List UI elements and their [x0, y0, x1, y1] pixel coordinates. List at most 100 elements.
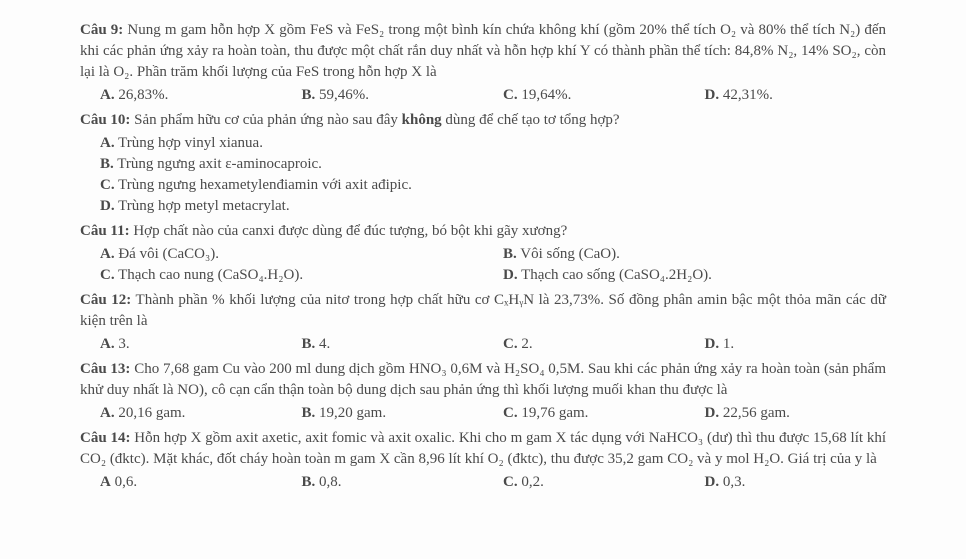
question-14-label: Câu 14: — [80, 430, 130, 446]
option-prefix-c: C. — [100, 267, 115, 283]
opt-c-text: Thạch cao nung (CaSO₄.H₂O). — [118, 267, 303, 283]
option-prefix-b: B. — [302, 474, 316, 490]
option-prefix-a: A. — [100, 336, 115, 352]
option-prefix-d: D. — [503, 267, 518, 283]
opt-a-text: Trùng hợp vinyl xianua. — [118, 135, 263, 151]
opt-d-text: 42,31%. — [723, 87, 773, 103]
opt-d-text: 22,56 gam. — [723, 405, 790, 421]
option-prefix-c: C. — [503, 336, 518, 352]
question-14-options: A 0,6. B. 0,8. C. 0,2. D. 0,3. — [80, 472, 886, 493]
question-10-text: Câu 10: Sản phẩm hữu cơ của phản ứng nào… — [80, 110, 886, 131]
question-14-body: Hỗn hợp X gồm axit axetic, axit fomic và… — [80, 430, 886, 467]
option-prefix-d: D. — [705, 336, 720, 352]
option-prefix-c: C. — [100, 177, 115, 193]
question-12-label: Câu 12: — [80, 292, 131, 308]
question-14-text: Câu 14: Hỗn hợp X gồm axit axetic, axit … — [80, 428, 886, 470]
opt-a-text: 0,6. — [115, 474, 138, 490]
question-10-option-c: C. Trùng ngưng hexametylenđiamin với axi… — [80, 175, 886, 196]
question-11-body: Hợp chất nào của canxi được dùng để đúc … — [133, 223, 567, 239]
question-9-option-b: B. 59,46%. — [282, 85, 484, 106]
opt-b-text: Trùng ngưng axit ε-aminocaproic. — [117, 156, 322, 172]
option-prefix-a: A. — [100, 405, 115, 421]
question-9-option-a: A. 26,83%. — [80, 85, 282, 106]
question-14-option-c: C. 0,2. — [483, 472, 685, 493]
question-9-label: Câu 9: — [80, 22, 123, 38]
option-prefix-d: D. — [705, 474, 720, 490]
option-prefix-d: D. — [705, 87, 720, 103]
question-10-body: Sản phẩm hữu cơ của phản ứng nào sau đây… — [134, 112, 619, 128]
opt-b-text: 0,8. — [319, 474, 342, 490]
opt-a-text: 20,16 gam. — [118, 405, 185, 421]
question-13-options: A. 20,16 gam. B. 19,20 gam. C. 19,76 gam… — [80, 403, 886, 424]
option-prefix-a: A. — [100, 87, 115, 103]
opt-a-text: Đá vôi (CaCO₃). — [118, 246, 219, 262]
question-10: Câu 10: Sản phẩm hữu cơ của phản ứng nào… — [80, 110, 886, 217]
question-12-option-d: D. 1. — [685, 334, 887, 355]
question-13: Câu 13: Cho 7,68 gam Cu vào 200 ml dung … — [80, 359, 886, 424]
question-10-option-b: B. Trùng ngưng axit ε-aminocaproic. — [80, 154, 886, 175]
option-prefix-b: B. — [302, 87, 316, 103]
question-12-option-b: B. 4. — [282, 334, 484, 355]
question-9-options: A. 26,83%. B. 59,46%. C. 19,64%. D. 42,3… — [80, 85, 886, 106]
question-11-option-a: A. Đá vôi (CaCO₃). — [80, 244, 483, 265]
opt-d-text: 0,3. — [723, 474, 746, 490]
question-11-option-d: D. Thạch cao sống (CaSO₄.2H₂O). — [483, 265, 886, 286]
question-14-option-d: D. 0,3. — [685, 472, 887, 493]
option-prefix-c: C. — [503, 474, 518, 490]
option-prefix-d: D. — [705, 405, 720, 421]
question-13-label: Câu 13: — [80, 361, 130, 377]
question-13-option-b: B. 19,20 gam. — [282, 403, 484, 424]
option-prefix-b: B. — [100, 156, 114, 172]
option-prefix-c: C. — [503, 405, 518, 421]
question-12-options: A. 3. B. 4. C. 2. D. 1. — [80, 334, 886, 355]
opt-c-text: 19,64%. — [521, 87, 571, 103]
question-10-option-d: D. Trùng hợp metyl metacrylat. — [80, 196, 886, 217]
opt-c-text: 19,76 gam. — [521, 405, 588, 421]
question-11-option-c: C. Thạch cao nung (CaSO₄.H₂O). — [80, 265, 483, 286]
opt-b-text: Vôi sống (CaO). — [520, 246, 620, 262]
opt-c-text: 0,2. — [521, 474, 544, 490]
question-12-body: Thành phần % khối lượng của nitơ trong h… — [80, 292, 886, 329]
question-9-option-d: D. 42,31%. — [685, 85, 887, 106]
opt-b-text: 4. — [319, 336, 330, 352]
opt-c-text: 2. — [521, 336, 532, 352]
option-prefix-b: B. — [302, 336, 316, 352]
question-13-option-a: A. 20,16 gam. — [80, 403, 282, 424]
opt-c-text: Trùng ngưng hexametylenđiamin với axit a… — [118, 177, 412, 193]
opt-a-text: 3. — [118, 336, 129, 352]
question-11-text: Câu 11: Hợp chất nào của canxi được dùng… — [80, 221, 886, 242]
question-11-option-b: B. Vôi sống (CaO). — [483, 244, 886, 265]
opt-d-text: Thạch cao sống (CaSO₄.2H₂O). — [521, 267, 712, 283]
question-12: Câu 12: Thành phần % khối lượng của nitơ… — [80, 290, 886, 355]
opt-b-text: 59,46%. — [319, 87, 369, 103]
option-prefix-a: A. — [100, 135, 115, 151]
question-14: Câu 14: Hỗn hợp X gồm axit axetic, axit … — [80, 428, 886, 493]
question-12-option-c: C. 2. — [483, 334, 685, 355]
question-9: Câu 9: Nung m gam hỗn hợp X gồm FeS và F… — [80, 20, 886, 106]
question-10-options: A. Trùng hợp vinyl xianua. B. Trùng ngưn… — [80, 133, 886, 217]
question-14-option-b: B. 0,8. — [282, 472, 484, 493]
question-11: Câu 11: Hợp chất nào của canxi được dùng… — [80, 221, 886, 286]
question-11-options: A. Đá vôi (CaCO₃). B. Vôi sống (CaO). C.… — [80, 244, 886, 286]
question-9-option-c: C. 19,64%. — [483, 85, 685, 106]
option-prefix-a: A. — [100, 246, 115, 262]
question-14-option-a: A 0,6. — [80, 472, 282, 493]
opt-b-text: 19,20 gam. — [319, 405, 386, 421]
opt-d-text: 1. — [723, 336, 734, 352]
opt-d-text: Trùng hợp metyl metacrylat. — [118, 198, 290, 214]
question-9-text: Câu 9: Nung m gam hỗn hợp X gồm FeS và F… — [80, 20, 886, 83]
question-12-text: Câu 12: Thành phần % khối lượng của nitơ… — [80, 290, 886, 332]
option-prefix-c: C. — [503, 87, 518, 103]
question-13-body: Cho 7,68 gam Cu vào 200 ml dung dịch gồm… — [80, 361, 886, 398]
question-13-option-c: C. 19,76 gam. — [483, 403, 685, 424]
question-10-label: Câu 10: — [80, 112, 130, 128]
question-13-text: Câu 13: Cho 7,68 gam Cu vào 200 ml dung … — [80, 359, 886, 401]
question-9-body: Nung m gam hỗn hợp X gồm FeS và FeS₂ tro… — [80, 22, 886, 80]
option-prefix-d: D. — [100, 198, 115, 214]
question-13-option-d: D. 22,56 gam. — [685, 403, 887, 424]
question-11-label: Câu 11: — [80, 223, 130, 239]
option-prefix-b: B. — [503, 246, 517, 262]
opt-a-text: 26,83%. — [118, 87, 168, 103]
question-10-option-a: A. Trùng hợp vinyl xianua. — [80, 133, 886, 154]
question-12-option-a: A. 3. — [80, 334, 282, 355]
